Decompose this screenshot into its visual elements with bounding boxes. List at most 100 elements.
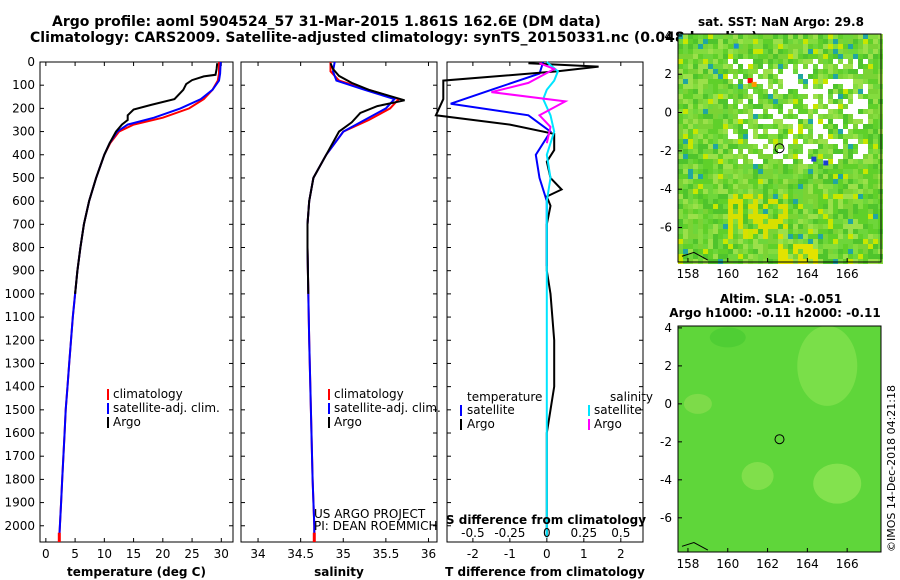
map-cell [768, 249, 773, 254]
figure-subtitle: Climatology: CARS2009. Satellite-adjuste… [30, 30, 758, 46]
map-cell [823, 189, 828, 194]
map-cell [858, 59, 863, 64]
map-cell [863, 214, 868, 219]
map-cell [713, 154, 718, 159]
map-cell [828, 229, 833, 234]
map-cell [793, 94, 798, 99]
map-cell [873, 224, 878, 229]
map-cell [753, 39, 758, 44]
y-tick-label: 1500 [4, 403, 35, 417]
x-tick-label: -2 [467, 547, 479, 561]
map-cell [738, 194, 743, 199]
map-cell [853, 239, 858, 244]
map-cell [763, 104, 768, 109]
map-cell [728, 84, 733, 89]
map-cell [723, 139, 728, 144]
map-cell [863, 219, 868, 224]
y-tick-label: 1800 [4, 472, 35, 486]
map-cell [838, 109, 843, 114]
y-tick-label: 4 [664, 321, 672, 335]
map-cell [818, 59, 823, 64]
map-cell [738, 34, 743, 39]
map-cell [828, 204, 833, 209]
map-cell [823, 169, 828, 174]
map-cell [823, 149, 828, 154]
map-cell [688, 239, 693, 244]
map-cell [858, 249, 863, 254]
map-cell [743, 94, 748, 99]
map-cell [793, 174, 798, 179]
map-cell [743, 179, 748, 184]
x-tick-label: 34 [250, 547, 265, 561]
map-cell [683, 54, 688, 59]
map-cell [843, 244, 848, 249]
map-cell [818, 154, 823, 159]
x-tick-label: 34.5 [287, 547, 314, 561]
map-cell [718, 199, 723, 204]
map-cell [733, 139, 738, 144]
map-cell [803, 229, 808, 234]
map-cell [863, 49, 868, 54]
map-cell [703, 154, 708, 159]
map-cell [828, 149, 833, 154]
map-cell [773, 174, 778, 179]
map-cell [773, 209, 778, 214]
map-cell [778, 249, 783, 254]
map-cell [843, 119, 848, 124]
map-cell [753, 189, 758, 194]
map-cell [853, 219, 858, 224]
map-cell [788, 154, 793, 159]
map-cell [773, 234, 778, 239]
map-cell [758, 94, 763, 99]
map-cell [773, 34, 778, 39]
map-cell [823, 174, 828, 179]
map-cell [863, 69, 868, 74]
map-cell [738, 229, 743, 234]
map-cell [683, 44, 688, 49]
map-cell [838, 209, 843, 214]
map-cell [718, 109, 723, 114]
map-cell [713, 64, 718, 69]
argo-position-marker [774, 143, 785, 154]
map-cell [678, 244, 683, 249]
map-cell [808, 214, 813, 219]
map-cell [783, 129, 788, 134]
map-cell [783, 134, 788, 139]
map-cell [853, 194, 858, 199]
map-cell [683, 94, 688, 99]
map-cell [728, 39, 733, 44]
map-cell [813, 244, 818, 249]
map-cell [808, 164, 813, 169]
map-cell [868, 149, 873, 154]
map-cell [873, 234, 878, 239]
map-cell [818, 219, 823, 224]
map-cell [678, 34, 683, 39]
map-cell [753, 59, 758, 64]
map-cell [858, 199, 863, 204]
map-cell [818, 184, 823, 189]
map-cell [798, 109, 803, 114]
map-cell [853, 159, 858, 164]
map-cell [848, 239, 853, 244]
map-cell [833, 89, 838, 94]
map-cell [733, 164, 738, 169]
map-cell [833, 254, 838, 259]
map-cell [838, 129, 843, 134]
map-cell [743, 219, 748, 224]
map-cell [783, 249, 788, 254]
map-cell [748, 49, 753, 54]
map-cell [763, 209, 768, 214]
map-cell [768, 254, 773, 259]
map-cell [738, 234, 743, 239]
map-cell [873, 124, 878, 129]
top-tick-label: 0 [543, 526, 551, 540]
map-cell [843, 194, 848, 199]
map-cell [788, 129, 793, 134]
y-tick-label: 600 [12, 194, 35, 208]
map-cell [828, 129, 833, 134]
map-cell [693, 144, 698, 149]
map-cell [848, 219, 853, 224]
map-cell [723, 69, 728, 74]
map-cell [823, 164, 828, 169]
map-cell [723, 189, 728, 194]
